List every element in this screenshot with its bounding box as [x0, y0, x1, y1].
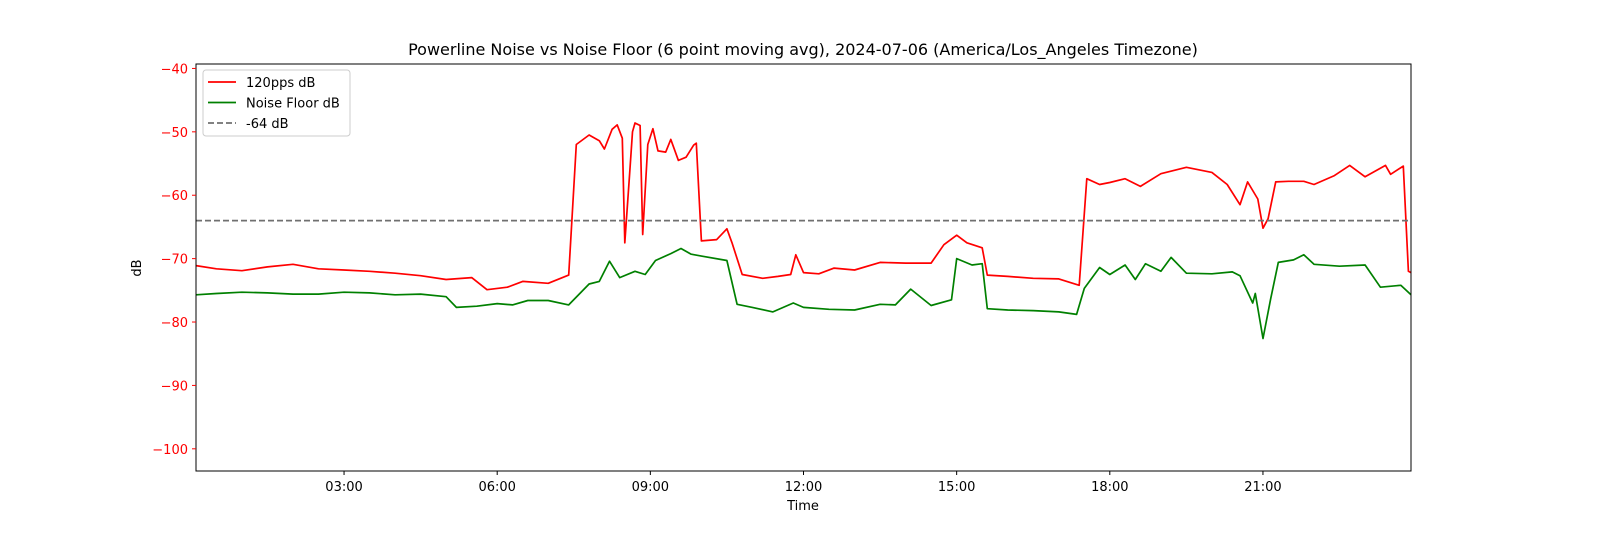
- x-axis-label: Time: [786, 499, 819, 514]
- y-tick-label: −40: [161, 62, 188, 77]
- plot-content: [195, 122, 1412, 340]
- chart-title: Powerline Noise vs Noise Floor (6 point …: [408, 40, 1198, 60]
- x-tick-label: 15:00: [938, 480, 975, 495]
- series-line-1: [195, 247, 1412, 340]
- y-tick-label: −90: [161, 379, 188, 394]
- y-axis-label: dB: [130, 259, 145, 276]
- x-tick-label: 18:00: [1091, 480, 1128, 495]
- x-tick-label: 21:00: [1244, 480, 1281, 495]
- legend: 120pps dB Noise Floor dB -64 dB: [202, 69, 351, 137]
- legend-label-1: Noise Floor dB: [246, 97, 340, 112]
- x-tick-label: 03:00: [325, 480, 362, 495]
- legend-label-2: -64 dB: [246, 117, 289, 132]
- y-tick-label: −100: [152, 443, 188, 458]
- x-tick-label: 12:00: [785, 480, 822, 495]
- x-tick-label: 09:00: [632, 480, 669, 495]
- series-line-0: [195, 122, 1412, 291]
- legend-label-0: 120pps dB: [246, 76, 315, 91]
- legend-box: [202, 69, 351, 137]
- y-tick-label: −50: [161, 126, 188, 141]
- x-tick-label: 06:00: [478, 480, 515, 495]
- y-tick-label: −80: [161, 316, 188, 331]
- plot-frame: [195, 63, 1412, 472]
- y-tick-label: −60: [161, 189, 188, 204]
- axes: 03:00 06:00 09:00 12:00 15:00 18:00 21:00 −40 −5…: [152, 62, 1412, 495]
- y-tick-label: −70: [161, 253, 188, 268]
